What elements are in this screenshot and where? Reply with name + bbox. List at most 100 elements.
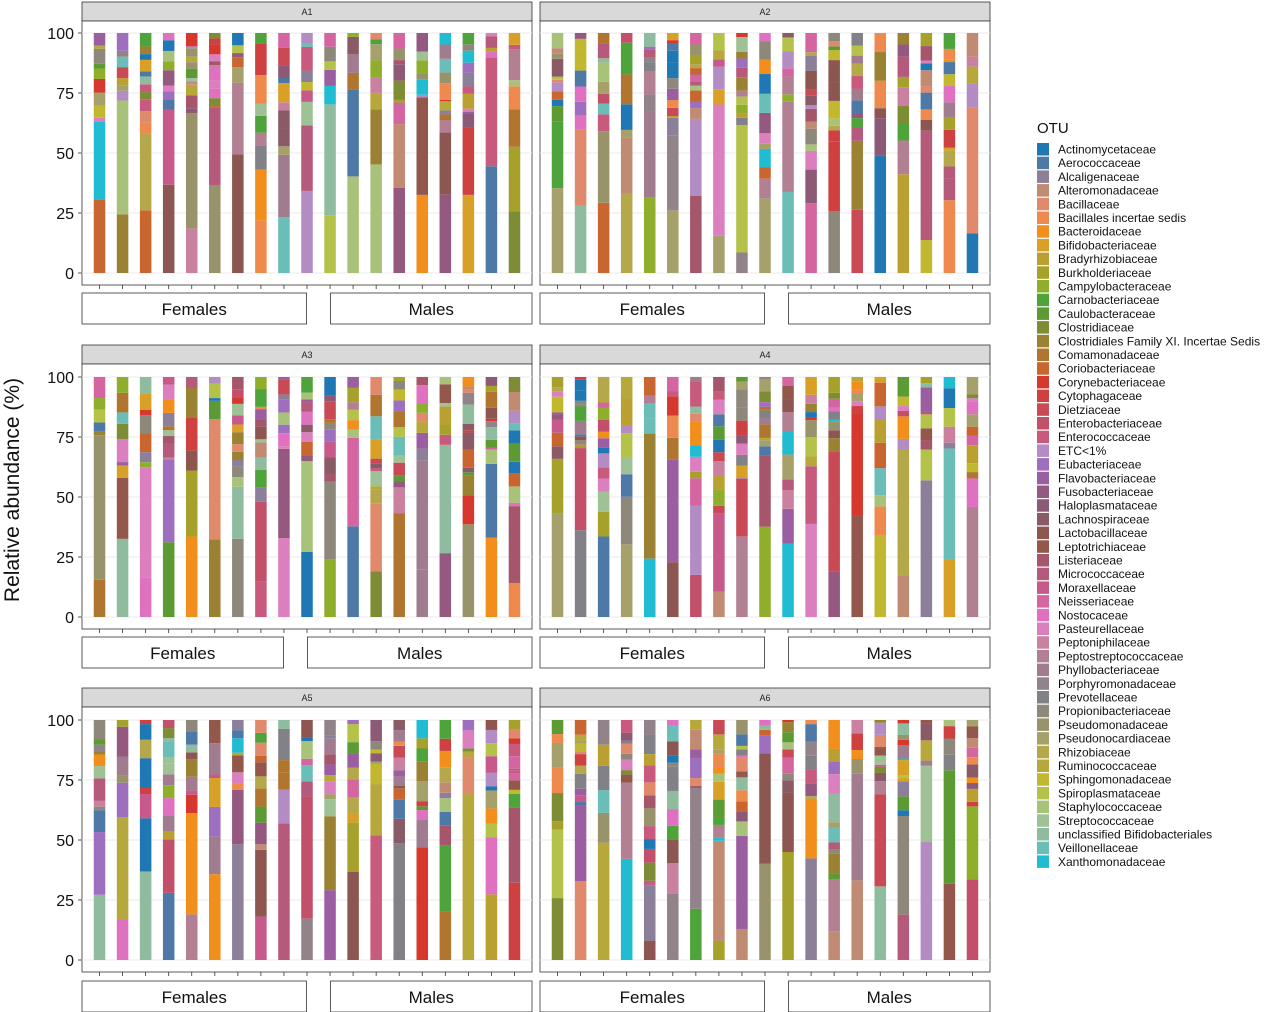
bar-segment (393, 60, 405, 65)
bar-segment (805, 783, 817, 797)
bar-segment (620, 377, 633, 399)
bar-segment (736, 749, 748, 756)
bar-segment (736, 835, 748, 929)
bar-segment (805, 105, 817, 109)
bar-segment (920, 60, 933, 64)
bar-segment (462, 430, 475, 433)
bar-segment (485, 47, 498, 52)
legend-label: Bifidobacteriaceae (1058, 238, 1157, 252)
bar-segment (920, 723, 933, 741)
bar-segment (439, 782, 452, 793)
bar-segment (805, 377, 817, 395)
bar-segment (116, 756, 129, 776)
bar-segment (759, 440, 771, 447)
bar-segment (255, 916, 267, 960)
bar-segment (416, 51, 429, 61)
bar-segment (643, 765, 656, 783)
bar-segment (370, 109, 382, 165)
bar-segment (782, 732, 794, 743)
bar-segment (232, 783, 244, 790)
bar-segment (574, 434, 587, 437)
bar-segment (551, 33, 564, 49)
bar-segment (439, 792, 452, 799)
bar-segment (897, 140, 910, 175)
bar-segment (162, 830, 175, 840)
bar-segment (93, 63, 106, 69)
bar-segment (439, 114, 452, 121)
bar-segment (116, 214, 129, 273)
legend-label: Clostridiales Family XI. Incertae Sedis (1058, 334, 1260, 348)
bar-segment (508, 728, 521, 739)
bar-segment (713, 940, 725, 960)
group-label: Males (867, 988, 912, 1007)
bar-segment (620, 740, 633, 744)
bar-segment (897, 56, 910, 77)
bar-segment (943, 129, 956, 148)
bar-segment (874, 52, 887, 81)
bar-segment (324, 46, 336, 62)
bar-segment (828, 407, 840, 412)
bar-segment (851, 515, 863, 617)
bar-segment (139, 71, 152, 77)
bar-segment (232, 389, 244, 398)
bar-segment (185, 470, 198, 537)
bar-segment (439, 72, 452, 84)
bar-segment (759, 379, 771, 392)
bar-segment (139, 210, 152, 273)
bar-segment (462, 86, 475, 94)
bar-segment (759, 41, 771, 60)
bar-segment (736, 734, 748, 746)
bar-segment (943, 720, 956, 727)
bar-segment (162, 91, 175, 101)
bar-segment (416, 448, 429, 461)
bar-segment (690, 778, 702, 786)
bar-segment (759, 446, 771, 456)
bar-segment (93, 92, 106, 106)
bar-segment (162, 40, 175, 51)
legend-label: Corynebacteriaceae (1058, 375, 1166, 389)
bar-segment (620, 782, 633, 859)
bar-segment (782, 191, 794, 273)
bar-segment (805, 169, 817, 204)
bar-segment (943, 62, 956, 75)
legend-key (1037, 718, 1049, 731)
bar-segment (301, 43, 313, 47)
bar-segment (759, 729, 771, 736)
y-tick-label: 25 (56, 550, 74, 567)
bar-segment (736, 435, 748, 444)
bar-segment (347, 767, 359, 780)
bar-segment (620, 770, 633, 775)
bar-segment (185, 758, 198, 777)
bar-segment (690, 908, 702, 960)
bar-segment (759, 148, 771, 168)
bar-segment (805, 108, 817, 122)
bar-segment (462, 389, 475, 393)
bar-segment (301, 190, 313, 273)
bar-segment (759, 406, 771, 410)
bar-segment (828, 411, 840, 420)
y-tick-label: 0 (65, 266, 74, 283)
bar-segment (920, 46, 933, 61)
bar-segment (736, 58, 748, 68)
bar-segment (551, 513, 564, 617)
bar-segment (508, 423, 521, 431)
bar-segment (713, 391, 725, 400)
bar-segment (943, 74, 956, 87)
bar-segment (508, 770, 521, 774)
bar-segment (736, 33, 748, 37)
bar-segment (393, 381, 405, 390)
bar-segment (370, 164, 382, 273)
bar-segment (324, 104, 336, 216)
bar-segment (574, 754, 587, 766)
bar-segment (393, 741, 405, 746)
bar-segment (851, 381, 863, 390)
bar-segment (574, 38, 587, 50)
bar-segment (255, 849, 267, 917)
legend-title: OTU (1037, 120, 1069, 137)
bar-segment (93, 409, 106, 423)
bar-segment (759, 424, 771, 438)
bar-segment (828, 438, 840, 452)
y-tick-label: 50 (56, 490, 74, 507)
bar-segment (162, 774, 175, 786)
